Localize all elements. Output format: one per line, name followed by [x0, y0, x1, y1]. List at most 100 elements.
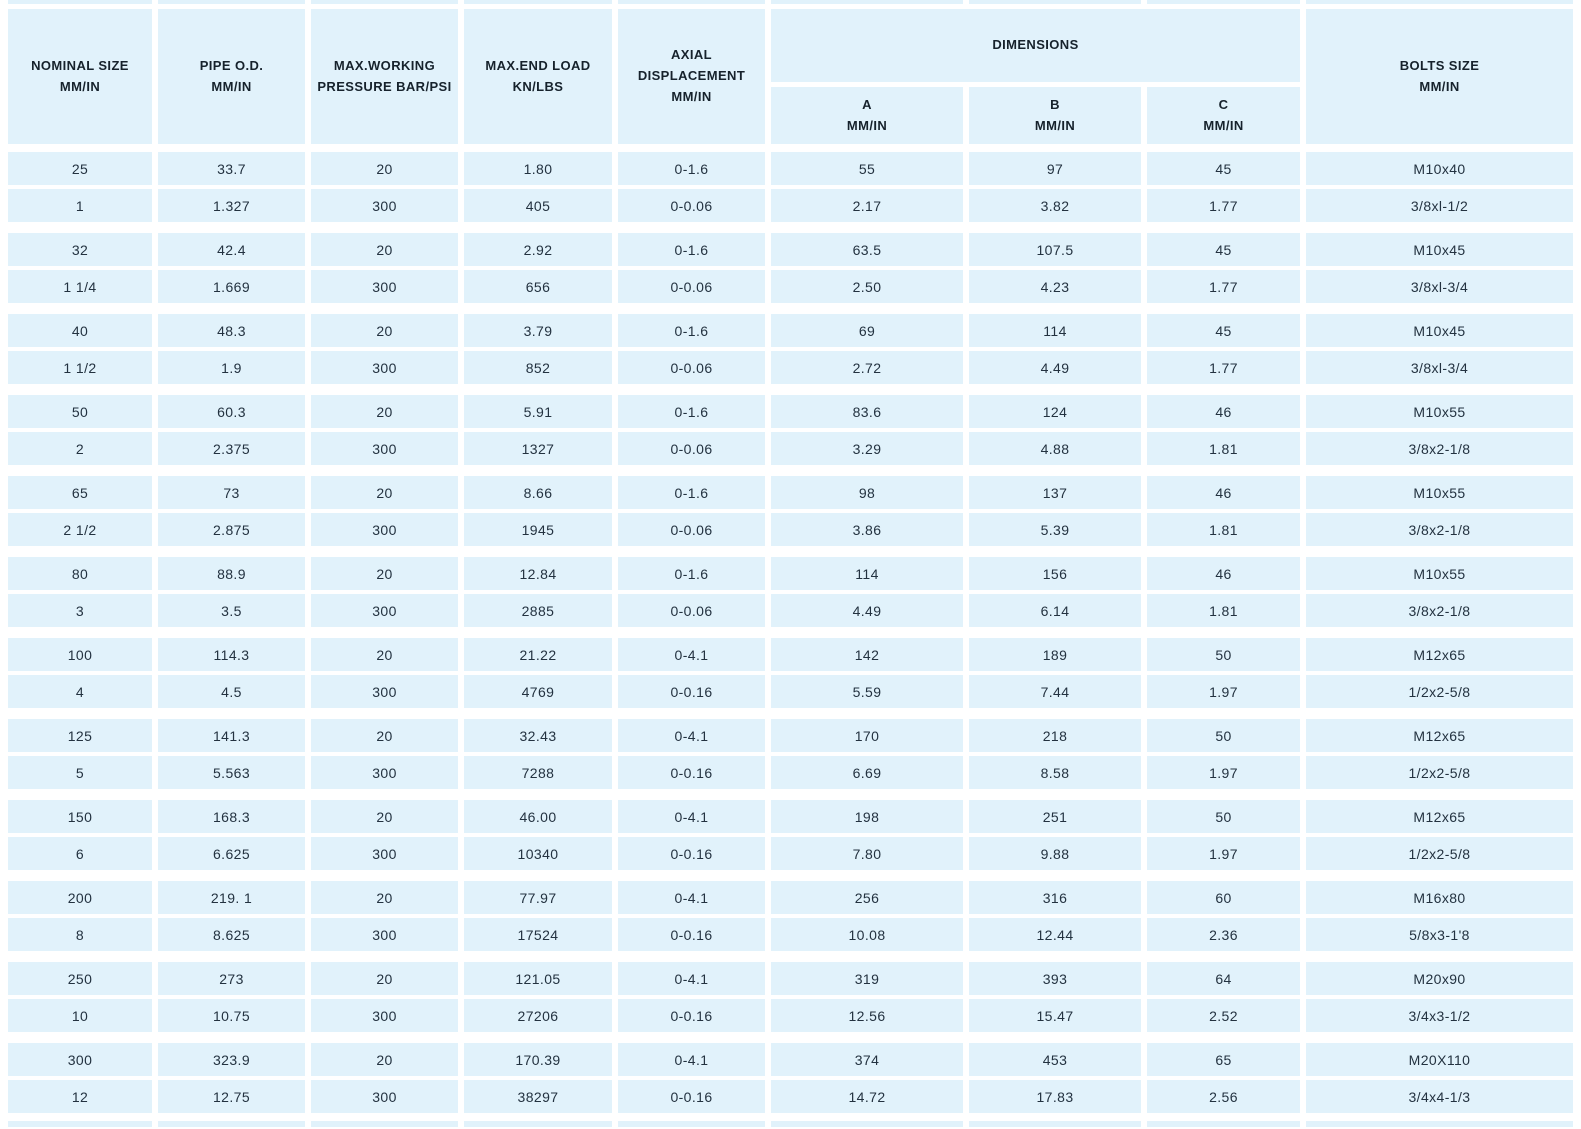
- cell: 69: [771, 314, 963, 347]
- cell: 300: [311, 999, 458, 1032]
- cropped-cell: [969, 1121, 1141, 1127]
- cell: 2.375: [158, 432, 305, 465]
- cell: 3.79: [464, 314, 612, 347]
- cell: M20X110: [1306, 1043, 1573, 1076]
- cell: M10x55: [1306, 476, 1573, 509]
- row-group: 65 73 20 8.66 0-1.6 98 137 46 M10x55 2 1/2 2.875 30…: [8, 476, 1573, 546]
- cell: 3/4x4-1/3: [1306, 1080, 1573, 1113]
- cell: 141.3: [158, 719, 305, 752]
- cell: 0-4.1: [618, 719, 765, 752]
- cell: 2885: [464, 594, 612, 627]
- header-dimensions-group: DIMENSIONS: [771, 9, 1300, 82]
- cell: 5.91: [464, 395, 612, 428]
- cropped-cell: [1147, 0, 1300, 4]
- cell: 107.5: [969, 233, 1141, 266]
- table-row-in: 6 6.625 300 10340 0-0.16 7.80 9.88 1.97 1/2x2-5/…: [8, 837, 1573, 870]
- cell: M10x45: [1306, 233, 1573, 266]
- cell: 6.625: [158, 837, 305, 870]
- cell: 46: [1147, 395, 1300, 428]
- table-row-mm: 250 273 20 121.05 0-4.1 319 393 64 M20x90: [8, 962, 1573, 995]
- cell: 0-4.1: [618, 638, 765, 671]
- cell: 4: [8, 675, 152, 708]
- header-bolts-size: BOLTS SIZE MM/IN: [1306, 9, 1573, 144]
- table-row-mm: 50 60.3 20 5.91 0-1.6 83.6 124 46 M10x55: [8, 395, 1573, 428]
- cell: 300: [311, 756, 458, 789]
- cell: 6: [8, 837, 152, 870]
- cell: 5: [8, 756, 152, 789]
- cell: 65: [1147, 1043, 1300, 1076]
- cell: 2.36: [1147, 918, 1300, 951]
- row-group: 25 33.7 20 1.80 0-1.6 55 97 45 M10x40 1 1.327 300 40…: [8, 152, 1573, 222]
- cell: 1/2x2-5/8: [1306, 675, 1573, 708]
- cell: 3: [8, 594, 152, 627]
- cell: 3.86: [771, 513, 963, 546]
- cell: 3/8xl-3/4: [1306, 270, 1573, 303]
- cell: M20x90: [1306, 962, 1573, 995]
- cropped-cell: [1306, 0, 1573, 4]
- cell: 4769: [464, 675, 612, 708]
- cropped-cell: [618, 0, 765, 4]
- table-row-in: 1 1/4 1.669 300 656 0-0.06 2.50 4.23 1.77 3/8xl-…: [8, 270, 1573, 303]
- cell: 137: [969, 476, 1141, 509]
- cell: 3/8xl-1/2: [1306, 189, 1573, 222]
- cell: 12.75: [158, 1080, 305, 1113]
- cell: 3.29: [771, 432, 963, 465]
- table-header: NOMINAL SIZE MM/IN PIPE O.D. MM/IN MAX.WOR…: [8, 9, 1573, 144]
- cell: 77.97: [464, 881, 612, 914]
- cell: 12.84: [464, 557, 612, 590]
- cropped-cell: [464, 0, 612, 4]
- cell: 20: [311, 1043, 458, 1076]
- cell: 33.7: [158, 152, 305, 185]
- cropped-cell: [618, 1121, 765, 1127]
- cell: M10x55: [1306, 557, 1573, 590]
- row-group: 125 141.3 20 32.43 0-4.1 170 218 50 M12x65 5 5.563…: [8, 719, 1573, 789]
- cell: 1.77: [1147, 189, 1300, 222]
- cell: 3.5: [158, 594, 305, 627]
- cell: 6.14: [969, 594, 1141, 627]
- table-row-mm: 40 48.3 20 3.79 0-1.6 69 114 45 M10x45: [8, 314, 1573, 347]
- cell: 27206: [464, 999, 612, 1032]
- cell: 45: [1147, 152, 1300, 185]
- table-row-mm: 150 168.3 20 46.00 0-4.1 198 251 50 M12x65: [8, 800, 1573, 833]
- cell: 0-0.06: [618, 351, 765, 384]
- cell: 2.875: [158, 513, 305, 546]
- cell: 64: [1147, 962, 1300, 995]
- table-row-mm: 32 42.4 20 2.92 0-1.6 63.5 107.5 45 M10x45: [8, 233, 1573, 266]
- table-body: 25 33.7 20 1.80 0-1.6 55 97 45 M10x40 1 1.327 300 40…: [8, 152, 1573, 1113]
- cell: 0-4.1: [618, 962, 765, 995]
- cell: 300: [311, 918, 458, 951]
- cell: 114.3: [158, 638, 305, 671]
- header-nominal-size: NOMINAL SIZE MM/IN: [8, 9, 152, 144]
- cell: 7288: [464, 756, 612, 789]
- cell: 15.47: [969, 999, 1141, 1032]
- cell: 73: [158, 476, 305, 509]
- cell: 20: [311, 314, 458, 347]
- cell: 114: [969, 314, 1141, 347]
- cell: 1.97: [1147, 675, 1300, 708]
- cell: 852: [464, 351, 612, 384]
- cell: 46.00: [464, 800, 612, 833]
- cell: 20: [311, 557, 458, 590]
- cell: 2.17: [771, 189, 963, 222]
- cell: 45: [1147, 314, 1300, 347]
- cell: 0-0.16: [618, 837, 765, 870]
- cell: 1 1/2: [8, 351, 152, 384]
- cell: 1945: [464, 513, 612, 546]
- cell: 7.44: [969, 675, 1141, 708]
- header-dimension-c: C MM/IN: [1147, 87, 1300, 144]
- cropped-cell: [158, 0, 305, 4]
- header-dimension-a: A MM/IN: [771, 87, 963, 144]
- cell: 10340: [464, 837, 612, 870]
- cell: 3.82: [969, 189, 1141, 222]
- cell: 251: [969, 800, 1141, 833]
- cell: 300: [311, 513, 458, 546]
- cell: 300: [311, 351, 458, 384]
- cell: 4.49: [969, 351, 1141, 384]
- row-group: 150 168.3 20 46.00 0-4.1 198 251 50 M12x65 6 6.625…: [8, 800, 1573, 870]
- cell: 4.5: [158, 675, 305, 708]
- header-max-end-load: MAX.END LOAD KN/LBS: [464, 9, 612, 144]
- cell: 0-0.06: [618, 594, 765, 627]
- cropped-cell: [969, 0, 1141, 4]
- cell: 12.44: [969, 918, 1141, 951]
- cell: M10x40: [1306, 152, 1573, 185]
